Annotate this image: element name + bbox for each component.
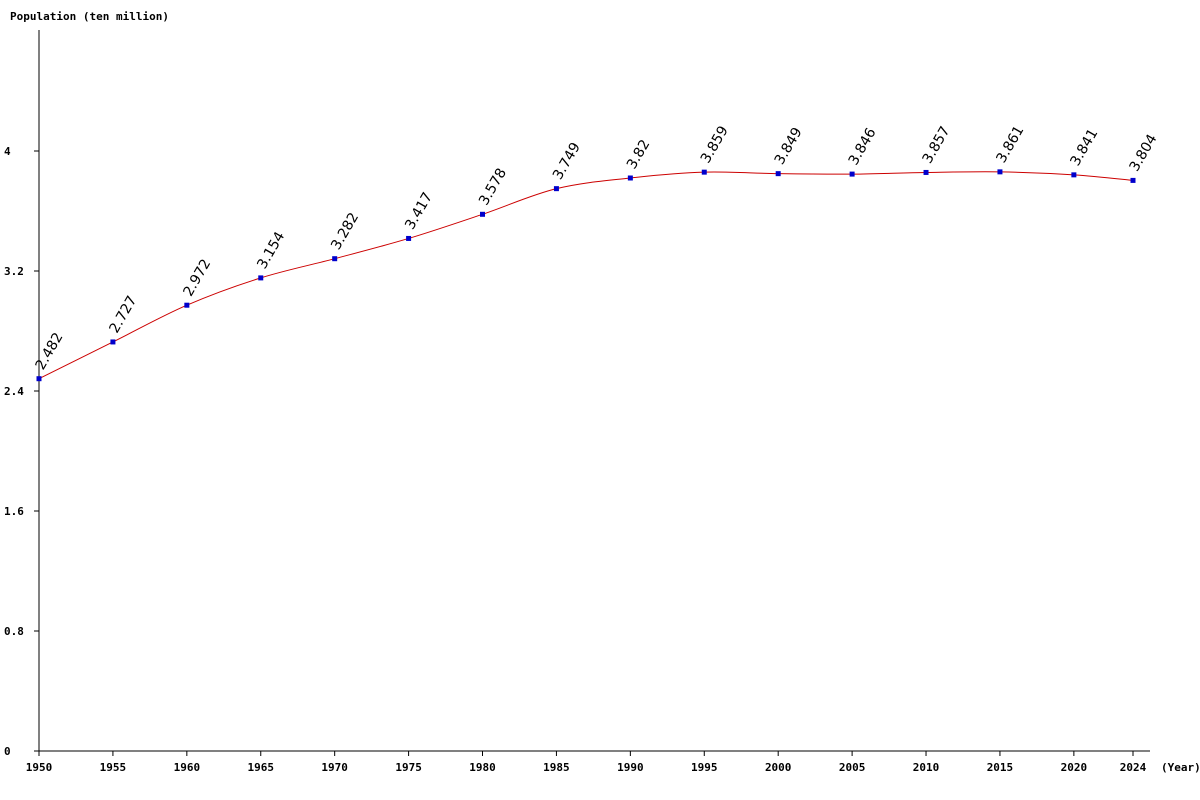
data-point-marker [849,171,855,177]
data-point-marker [1130,177,1136,183]
x-tick-label: 1990 [617,761,644,774]
data-label: 2.972 [180,256,214,299]
data-point-marker [627,175,633,181]
data-point-marker [553,186,559,192]
data-point-marker [184,302,190,308]
data-point-marker [332,256,338,262]
y-tick-label: 1.6 [4,505,24,518]
y-tick-label: 0 [4,745,11,758]
data-point-marker [997,169,1003,175]
data-point-marker [923,169,929,175]
x-tick-label: 1975 [395,761,422,774]
y-tick-label: 3.2 [4,265,24,278]
data-label: 3.749 [550,140,584,183]
data-label: 3.417 [402,190,436,233]
y-axis-ticks: 0 0.8 1.6 2.4 3.2 4 [4,145,39,758]
data-label: 3.849 [772,125,806,168]
data-label: 3.841 [1067,126,1101,169]
data-point-marker [701,169,707,175]
data-label: 3.859 [698,123,732,166]
data-label: 3.282 [328,210,362,253]
x-tick-label: 1965 [248,761,275,774]
data-point-marker [110,339,116,345]
x-tick-label: 2005 [839,761,866,774]
x-tick-label: 1950 [26,761,53,774]
x-tick-label: 1985 [543,761,570,774]
data-label: 3.804 [1127,132,1161,175]
data-label: 2.482 [33,330,67,373]
x-tick-label: 2024 [1120,761,1147,774]
data-point-marker [406,235,412,241]
x-tick-label: 1995 [691,761,718,774]
series-line [38,171,1134,380]
x-tick-label: 2020 [1061,761,1088,774]
chart-axes [38,30,1150,752]
data-labels: 2.482 2.727 2.972 3.154 3.282 3.417 3.578 3.749… [33,123,1161,373]
y-axis-title: Population (ten million) [10,10,169,23]
data-label: 3.861 [994,123,1028,166]
data-point-marker [775,171,781,177]
data-point-marker [258,275,264,281]
data-label: 3.154 [254,229,288,272]
x-tick-label: 2000 [765,761,792,774]
x-axis-title: (Year) [1161,761,1200,774]
x-tick-label: 1960 [174,761,201,774]
data-label: 2.727 [107,293,141,336]
series-markers [36,169,1136,382]
y-tick-label: 4 [4,145,11,158]
data-label: 3.857 [920,124,954,167]
data-point-marker [480,211,486,217]
x-tick-label: 2010 [913,761,940,774]
data-point-marker [36,376,42,382]
data-label: 3.846 [846,125,880,168]
data-label: 3.578 [476,166,510,209]
data-point-marker [1071,172,1077,178]
x-axis-ticks: 1950 1955 1960 1965 1970 1975 1980 1985 1990 1995… [26,751,1147,774]
x-tick-label: 1970 [321,761,348,774]
y-tick-label: 2.4 [4,385,24,398]
y-tick-label: 0.8 [4,625,24,638]
x-tick-label: 1955 [100,761,127,774]
x-tick-label: 1980 [469,761,496,774]
x-tick-label: 2015 [987,761,1014,774]
data-label: 3.82 [624,137,653,172]
